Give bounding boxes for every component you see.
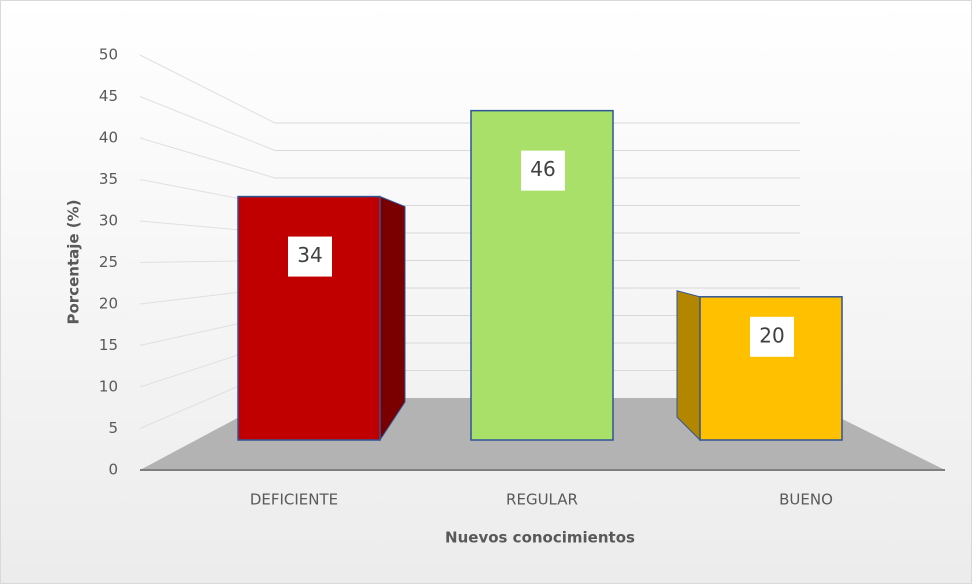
y-tick-label: 20 [99,295,118,313]
y-tick-label: 40 [99,129,118,147]
grid-line [139,96,276,151]
x-tick-label: BUENO [779,491,833,509]
y-axis-title: Porcentaje (%) [65,199,83,324]
y-tick-label: 0 [108,461,118,479]
data-label: 34 [297,243,322,267]
bar-side [379,195,406,442]
y-tick-label: 35 [99,170,118,188]
x-tick-label: DEFICIENTE [250,491,338,509]
grid-line [139,137,276,179]
y-tick-label: 30 [99,212,118,230]
y-tick-label: 50 [99,46,118,64]
data-label-box [521,150,565,191]
bar-side [676,290,701,442]
x-axis-title: Nuevos conocimientos [445,529,635,547]
y-tick-label: 15 [99,336,118,354]
y-tick-label: 25 [99,253,118,271]
data-label: 20 [759,323,784,347]
data-label-box [288,236,332,277]
grid-line [139,54,276,124]
y-tick-label: 45 [99,87,118,105]
bar [237,195,381,441]
y-tick-label: 10 [99,378,118,396]
data-label: 46 [530,157,555,181]
y-tick-label: 5 [108,419,118,437]
x-tick-label: REGULAR [506,491,578,509]
data-label-box [750,316,794,357]
